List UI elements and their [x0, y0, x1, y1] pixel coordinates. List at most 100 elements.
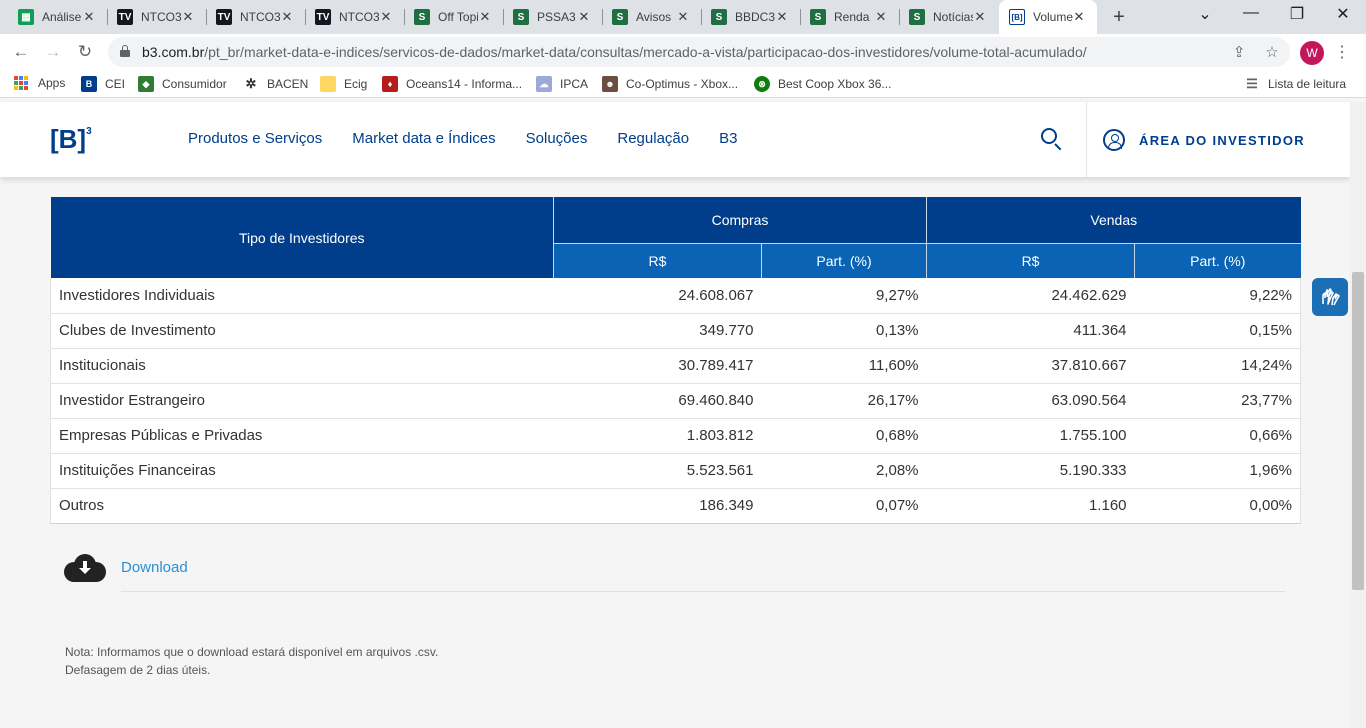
- s-site-icon: S: [612, 9, 628, 25]
- bookmark-label: BACEN: [267, 77, 309, 91]
- tab-label: PSSA3: [537, 10, 576, 24]
- search-icon[interactable]: [1041, 128, 1063, 151]
- cell-sell-share: 1,96%: [1134, 453, 1302, 489]
- b3-icon: [B]: [1009, 9, 1025, 25]
- minimize-icon[interactable]: —: [1243, 4, 1259, 21]
- download-label[interactable]: Download: [121, 558, 188, 576]
- cell-buy-share: 0,07%: [761, 488, 927, 524]
- cell-sell-value: 5.190.333: [926, 453, 1135, 489]
- profile-avatar[interactable]: W: [1300, 41, 1324, 65]
- bookmark-star-icon[interactable]: ☆: [1265, 44, 1279, 61]
- bookmark-apps[interactable]: Apps: [14, 76, 65, 90]
- cell-buy-share: 0,68%: [761, 418, 927, 454]
- reading-list-icon: ☰: [1244, 76, 1260, 92]
- download-link[interactable]: Download: [64, 552, 188, 582]
- cell-sell-value: 24.462.629: [926, 278, 1135, 314]
- back-arrow-icon[interactable]: ←: [12, 42, 30, 61]
- header-sell-share: Part. (%): [1134, 242, 1301, 278]
- investor-area-link[interactable]: ÁREA DO INVESTIDOR: [1103, 129, 1305, 151]
- header-buy-value: R$: [553, 242, 762, 278]
- scrollbar-thumb[interactable]: [1352, 272, 1364, 590]
- bookmark-label: IPCA: [560, 77, 589, 91]
- close-icon[interactable]: ✕: [281, 9, 293, 24]
- browser-tab[interactable]: TV NTCO3 ✕: [305, 0, 404, 34]
- close-icon[interactable]: ✕: [83, 9, 95, 24]
- table-row: Investidor Estrangeiro 69.460.840 26,17%…: [50, 383, 1302, 419]
- window-close-icon[interactable]: ✕: [1336, 6, 1350, 23]
- nav-item-b3[interactable]: B3: [719, 130, 738, 147]
- tab-label: NTCO3: [339, 10, 379, 24]
- menu-kebab-icon[interactable]: ⋮: [1334, 44, 1350, 61]
- forward-arrow-icon[interactable]: →: [44, 42, 62, 61]
- browser-tab[interactable]: S Off Topic ✕: [404, 0, 503, 34]
- close-icon[interactable]: ✕: [182, 9, 194, 24]
- reading-list[interactable]: ☰ Lista de leitura: [1244, 76, 1346, 92]
- close-icon[interactable]: ✕: [578, 9, 590, 24]
- browser-tab[interactable]: TV NTCO3 ✕: [206, 0, 305, 34]
- browser-tab[interactable]: ▦ Análise ✕: [8, 0, 107, 34]
- bookmark-cei[interactable]: B CEI: [81, 76, 125, 92]
- bookmark-label: Ecig: [344, 77, 368, 91]
- b3-logo[interactable]: [B]3: [50, 124, 92, 154]
- browser-tab[interactable]: S Notícias ✕: [899, 0, 998, 34]
- cell-investor-type: Empresas Públicas e Privadas: [50, 418, 554, 454]
- close-icon[interactable]: ✕: [776, 9, 788, 24]
- bookmark-best-coop[interactable]: ⊗ Best Coop Xbox 36...: [754, 76, 891, 92]
- cell-sell-share: 14,24%: [1134, 348, 1302, 384]
- reading-list-label: Lista de leitura: [1268, 77, 1347, 91]
- tab-label: Avisos: [636, 10, 672, 24]
- browser-tab[interactable]: S Renda ✕: [800, 0, 899, 34]
- tab-label: Renda: [834, 10, 870, 24]
- cell-sell-value: 1.755.100: [926, 418, 1135, 454]
- bookmark-ecig[interactable]: Ecig: [320, 76, 367, 92]
- lock-icon[interactable]: [120, 45, 130, 57]
- browser-tab-active[interactable]: [B] Volume ✕: [999, 0, 1097, 34]
- tab-divider: [404, 9, 405, 25]
- tab-divider: [899, 9, 900, 25]
- cloud-download-icon[interactable]: [64, 552, 106, 582]
- cell-investor-type: Outros: [50, 488, 554, 524]
- close-icon[interactable]: ✕: [677, 9, 689, 24]
- share-icon[interactable]: ⇪: [1232, 44, 1246, 61]
- new-tab-icon[interactable]: +: [1113, 6, 1125, 28]
- tab-label: Volume: [1033, 10, 1073, 24]
- browser-toolbar: ← → ↻ b3.com.br/pt_br/market-data-e-indi…: [0, 34, 1366, 70]
- nav-item-produtos[interactable]: Produtos e Serviços: [188, 130, 323, 147]
- main-nav: Produtos e Serviços Market data e Índice…: [188, 130, 737, 147]
- address-bar[interactable]: b3.com.br/pt_br/market-data-e-indices/se…: [108, 37, 1290, 67]
- close-icon[interactable]: ✕: [479, 9, 491, 24]
- close-icon[interactable]: ✕: [974, 9, 986, 24]
- nav-item-market-data[interactable]: Market data e Índices: [352, 130, 496, 147]
- nav-item-regulacao[interactable]: Regulação: [617, 130, 690, 147]
- header-sell-value: R$: [926, 242, 1135, 278]
- bookmark-label: CEI: [105, 77, 126, 91]
- table-row: Investidores Individuais 24.608.067 9,27…: [50, 278, 1302, 314]
- bookmark-ipca[interactable]: ☁ IPCA: [536, 76, 588, 92]
- cell-sell-value: 411.364: [926, 313, 1135, 349]
- sign-language-accessibility-button[interactable]: [1312, 278, 1348, 316]
- url-path: /pt_br/market-data-e-indices/servicos-de…: [204, 44, 1087, 60]
- bookmark-bacen[interactable]: ✲ BACEN: [243, 76, 308, 92]
- nav-item-solucoes[interactable]: Soluções: [525, 130, 588, 147]
- close-icon[interactable]: ✕: [875, 9, 887, 24]
- browser-tab[interactable]: S Avisos ✕: [602, 0, 701, 34]
- user-icon: [1103, 129, 1125, 151]
- bookmark-co-optimus[interactable]: ☻ Co-Optimus - Xbox...: [602, 76, 738, 92]
- tradingview-icon: TV: [216, 9, 232, 25]
- restore-icon[interactable]: ❐: [1289, 6, 1305, 23]
- bookmark-consumidor[interactable]: ◆ Consumidor: [138, 76, 227, 92]
- url-text[interactable]: b3.com.br/pt_br/market-data-e-indices/se…: [142, 44, 1087, 60]
- close-icon[interactable]: ✕: [1073, 9, 1085, 24]
- chevron-down-icon[interactable]: ⌄: [1198, 6, 1212, 23]
- tab-divider: [206, 9, 207, 25]
- reload-icon[interactable]: ↻: [77, 42, 93, 61]
- browser-tab[interactable]: S BBDC3 ✕: [701, 0, 800, 34]
- bookmark-label: Oceans14 - Informa...: [406, 77, 523, 91]
- close-icon[interactable]: ✕: [380, 9, 392, 24]
- browser-tab[interactable]: S PSSA3 ✕: [503, 0, 602, 34]
- bookmark-oceans14[interactable]: ♦ Oceans14 - Informa...: [382, 76, 522, 92]
- table-row: Instituições Financeiras 5.523.561 2,08%…: [50, 453, 1302, 489]
- browser-tab[interactable]: TV NTCO3 ✕: [107, 0, 206, 34]
- bookmarks-bar: Apps B CEI ◆ Consumidor ✲ BACEN Ecig ♦ O…: [0, 70, 1366, 98]
- note-line: Nota: Informamos que o download estará d…: [65, 645, 439, 659]
